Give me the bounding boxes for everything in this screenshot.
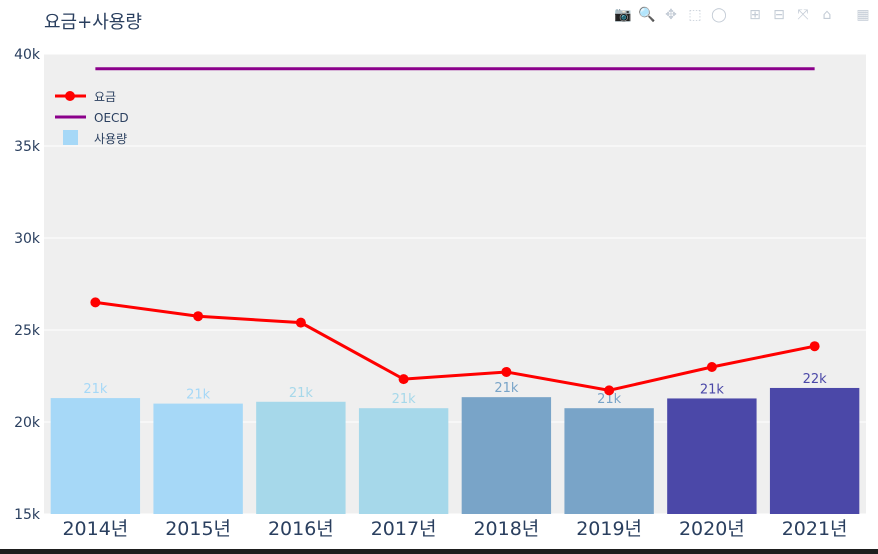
- fee-point: [90, 297, 101, 308]
- fee-point: [706, 361, 717, 372]
- fee-point: [501, 366, 512, 377]
- y-tick-label: 35k: [14, 139, 41, 155]
- fee-point: [193, 311, 204, 322]
- bar-data-label: 22k: [803, 372, 828, 387]
- x-tick-label: 2019년: [576, 518, 642, 540]
- x-tick-label: 2015년: [165, 518, 231, 540]
- y-tick-label: 15k: [14, 507, 41, 523]
- legend-marker: [65, 91, 75, 101]
- x-tick-label: 2021년: [782, 518, 848, 540]
- bar: [50, 398, 141, 514]
- legend-swatch: [63, 130, 78, 145]
- pan-icon[interactable]: ✥: [665, 7, 677, 23]
- bar-data-label: 21k: [83, 382, 108, 397]
- bar-data-label: 21k: [289, 386, 314, 401]
- bar: [256, 401, 346, 514]
- legend-label: OECD: [94, 111, 129, 125]
- bar: [461, 397, 552, 514]
- x-tick-label: 2014년: [62, 518, 128, 540]
- zoom-in-icon[interactable]: ⊞: [749, 7, 761, 23]
- bar: [769, 387, 860, 514]
- bar: [564, 408, 654, 514]
- zoom-icon[interactable]: 🔍: [638, 7, 656, 23]
- x-tick-label: 2018년: [473, 518, 539, 540]
- fee-point: [604, 385, 615, 396]
- fee-line: [95, 300, 815, 392]
- bar-data-label: 21k: [700, 382, 725, 397]
- zoom-out-icon[interactable]: ⊟: [773, 7, 785, 23]
- fee-point: [809, 341, 820, 352]
- home-icon[interactable]: ⌂: [822, 7, 832, 23]
- x-tick-label: 2017년: [371, 518, 437, 540]
- x-tick-label: 2020년: [679, 518, 745, 540]
- fee-point: [398, 374, 409, 385]
- bar: [358, 408, 449, 514]
- camera-icon[interactable]: 📷: [614, 7, 632, 23]
- x-tick-label: 2016년: [268, 518, 334, 540]
- y-tick-label: 30k: [14, 231, 41, 247]
- bar-data-label: 21k: [597, 392, 622, 407]
- autoscale-icon[interactable]: ⤧: [797, 7, 809, 23]
- bar-data-label: 21k: [392, 392, 417, 407]
- bar-data-label: 21k: [186, 388, 211, 403]
- box-select-icon[interactable]: ⬚: [688, 7, 702, 23]
- lasso-icon[interactable]: ◯: [711, 7, 727, 23]
- chart-title: 요금+사용량: [44, 12, 142, 33]
- modebar: 📷 🔍 ✥ ⬚ ◯ ⊞ ⊟ ⤧ ⌂ ▦: [614, 6, 872, 24]
- legend-label: 요금: [94, 90, 116, 104]
- y-tick-label: 20k: [14, 415, 41, 431]
- legend-label: 사용량: [94, 132, 127, 146]
- y-tick-label: 25k: [14, 323, 41, 339]
- fee-point: [295, 317, 306, 328]
- bar-data-label: 21k: [494, 381, 519, 396]
- bar: [667, 398, 757, 514]
- bar: [153, 403, 243, 514]
- window-bottom-edge: [0, 549, 878, 554]
- plotly-logo-icon[interactable]: ▦: [856, 7, 870, 23]
- y-tick-label: 40k: [14, 47, 41, 63]
